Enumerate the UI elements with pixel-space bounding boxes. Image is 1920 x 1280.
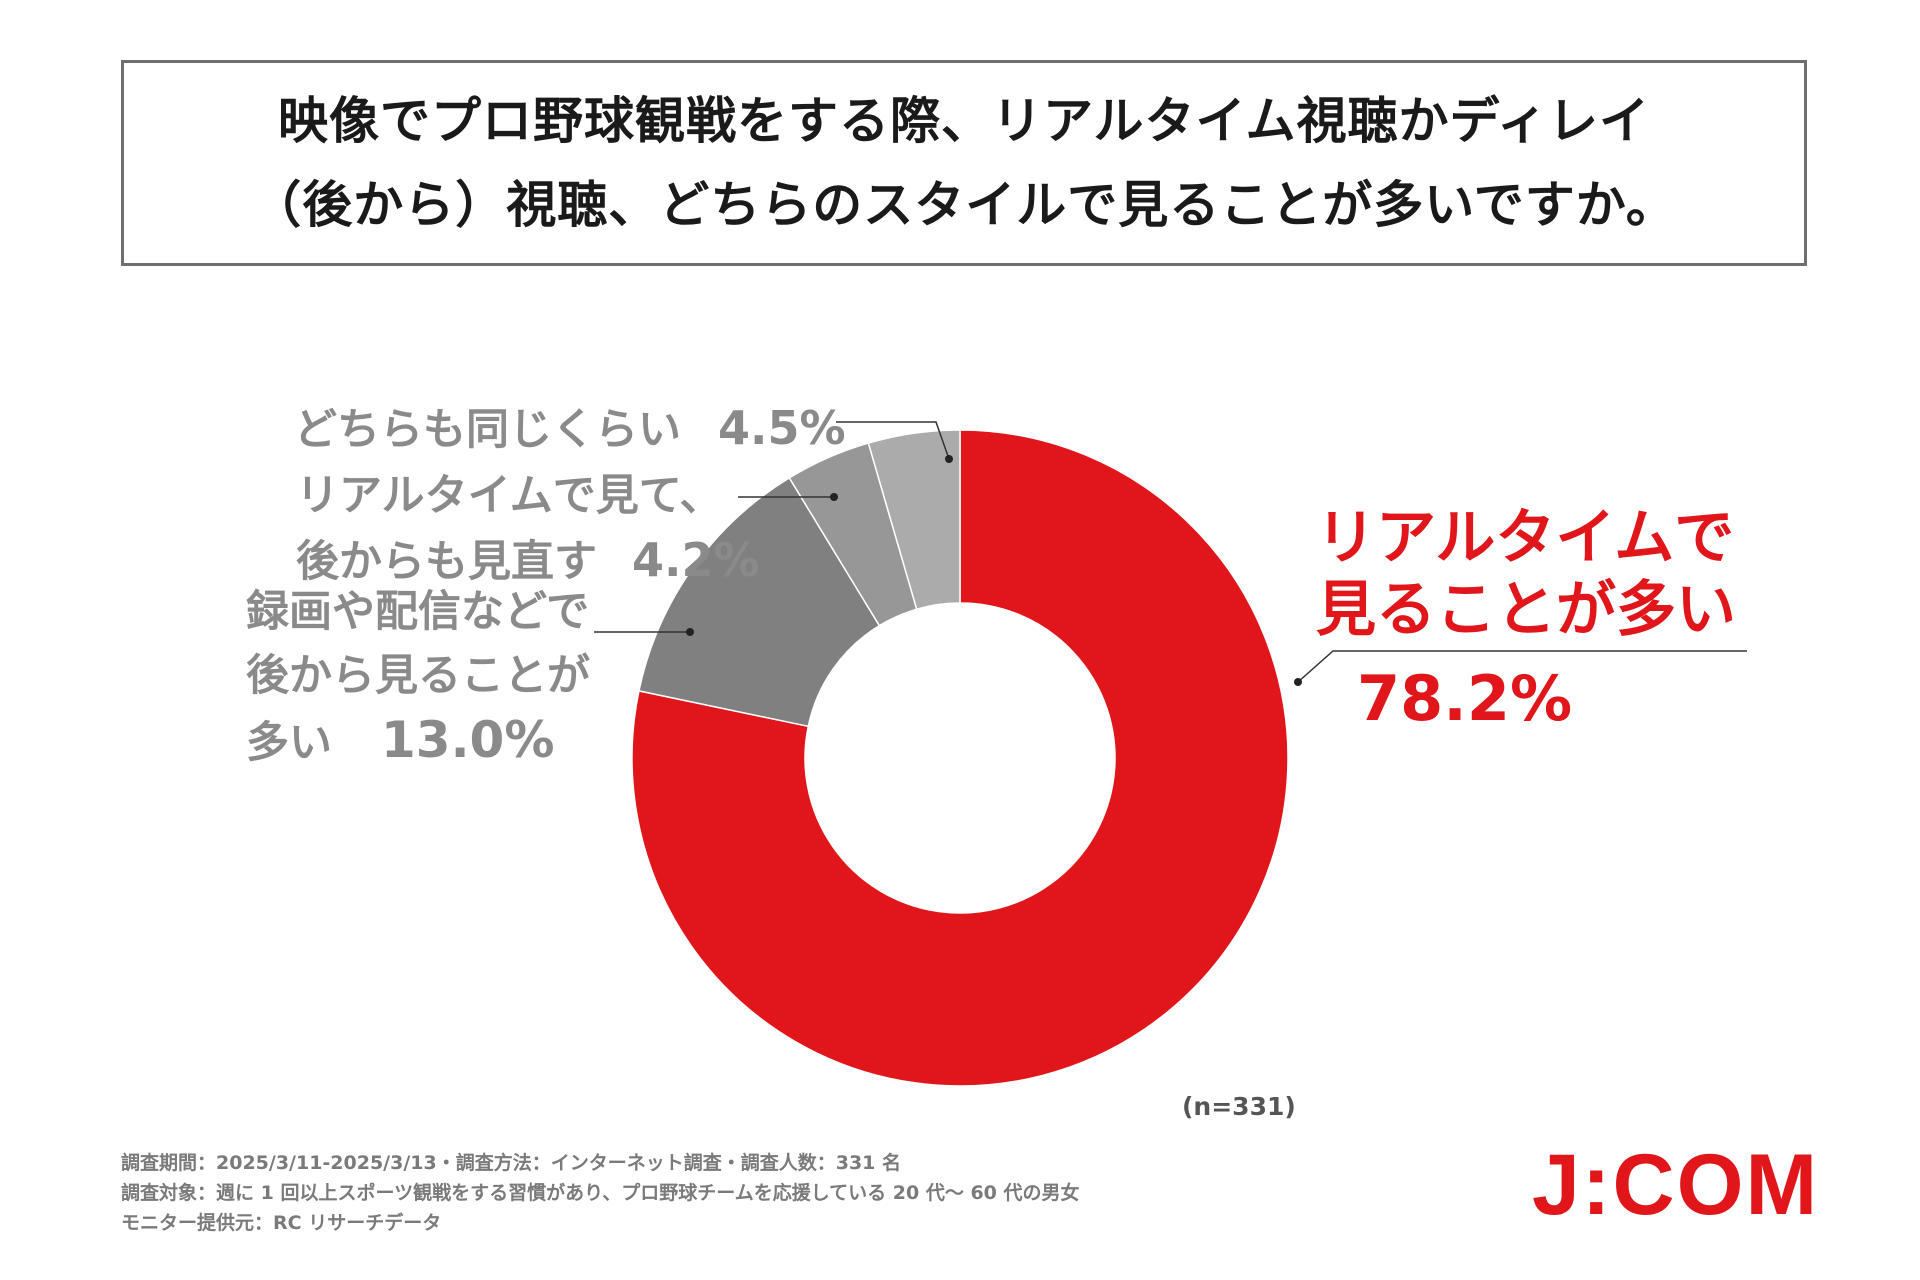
label-same-text: どちらも同じくらい <box>294 405 681 455</box>
label-real-time-line2: 見ることが多い <box>1316 575 1736 645</box>
label-both-watch-line2: 後からも見直す <box>296 537 597 587</box>
label-recorded-line2: 後から見ることが <box>246 651 590 701</box>
label-recorded-pct: 13.0% <box>380 711 555 769</box>
leader-dot-same <box>945 455 953 463</box>
leader-dot-recorded <box>686 628 694 636</box>
label-same: どちらも同じくらい 4.5% <box>294 396 846 462</box>
jcom-logo: J:COM <box>1532 1137 1820 1233</box>
title-box: 映像でプロ野球観戦をする際、リアルタイム視聴かディレイ （後から）視聴、どちらの… <box>121 60 1807 266</box>
slice-same <box>867 429 961 611</box>
label-recorded-row3: 多い 13.0% <box>246 708 590 775</box>
leader-dot-both-watch <box>830 493 838 501</box>
label-real-time-pct: 78.2% <box>1357 662 1573 735</box>
title-line-2: （後から）視聴、どちらのスタイルで見ることが多いですか。 <box>251 176 1677 234</box>
label-recorded-line3: 多い <box>246 718 332 768</box>
title-line-1: 映像でプロ野球観戦をする際、リアルタイム視聴かディレイ <box>278 92 1650 150</box>
leader-line-real-time <box>1297 650 1747 683</box>
label-both-watch: リアルタイムで見て、 後からも見直す 4.2% <box>296 464 760 594</box>
leader-line-same <box>836 421 950 460</box>
label-same-pct: 4.5% <box>717 401 846 455</box>
label-real-time-line1: リアルタイムで <box>1316 503 1735 573</box>
label-real-time: リアルタイムで 見ることが多い <box>1316 502 1736 646</box>
survey-footer: 調査期間：2025/3/11-2025/3/13・調査方法：インターネット調査・… <box>121 1148 1080 1238</box>
slice-real-time <box>631 429 1289 1087</box>
footer-line-1: 調査期間：2025/3/11-2025/3/13・調査方法：インターネット調査・… <box>121 1152 902 1174</box>
slice-recorded <box>638 476 881 728</box>
sample-size: (n=331) <box>1182 1092 1296 1121</box>
label-both-watch-pct: 4.2% <box>631 533 760 587</box>
label-both-watch-row2: 後からも見直す 4.2% <box>296 528 760 594</box>
label-recorded-line1: 録画や配信などで <box>246 587 590 637</box>
footer-line-3: モニター提供元：RC リサーチデータ <box>121 1212 442 1234</box>
label-recorded: 録画や配信などで 後から見ることが 多い 13.0% <box>246 580 590 775</box>
label-both-watch-line1: リアルタイムで見て、 <box>296 471 723 521</box>
leader-dot-real-time <box>1294 678 1302 686</box>
footer-line-2: 調査対象：週に 1 回以上スポーツ観戦をする習慣があり、プロ野球チームを応援して… <box>121 1182 1080 1204</box>
